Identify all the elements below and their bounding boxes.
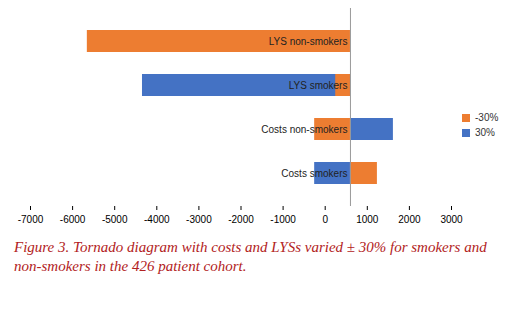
svg-text:-5000: -5000 bbox=[102, 214, 128, 225]
html-text:Figure 3. Tornado diagram with: Figure 3. Tornado diagram with costs and… bbox=[14, 239, 487, 274]
svg-text:0: 0 bbox=[322, 214, 328, 225]
html-text:-30%: -30% bbox=[475, 112, 499, 123]
svg-text:-3000: -3000 bbox=[186, 214, 212, 225]
svg-text:1000: 1000 bbox=[356, 214, 379, 225]
svg-text:-2000: -2000 bbox=[228, 214, 254, 225]
svg-text:-7000: -7000 bbox=[18, 214, 44, 225]
svg-text:-4000: -4000 bbox=[144, 214, 170, 225]
svg-text:Costs non-smokers: Costs non-smokers bbox=[261, 124, 347, 135]
svg-text:Costs smokers: Costs smokers bbox=[281, 168, 347, 179]
svg-text:2000: 2000 bbox=[398, 214, 421, 225]
html-text:30%: 30% bbox=[475, 127, 495, 138]
svg-text:-1000: -1000 bbox=[270, 214, 296, 225]
svg-text:LYS smokers: LYS smokers bbox=[289, 80, 348, 91]
svg-text:LYS non-smokers: LYS non-smokers bbox=[269, 36, 348, 47]
svg-text:-6000: -6000 bbox=[60, 214, 86, 225]
svg-text:3000: 3000 bbox=[440, 214, 463, 225]
